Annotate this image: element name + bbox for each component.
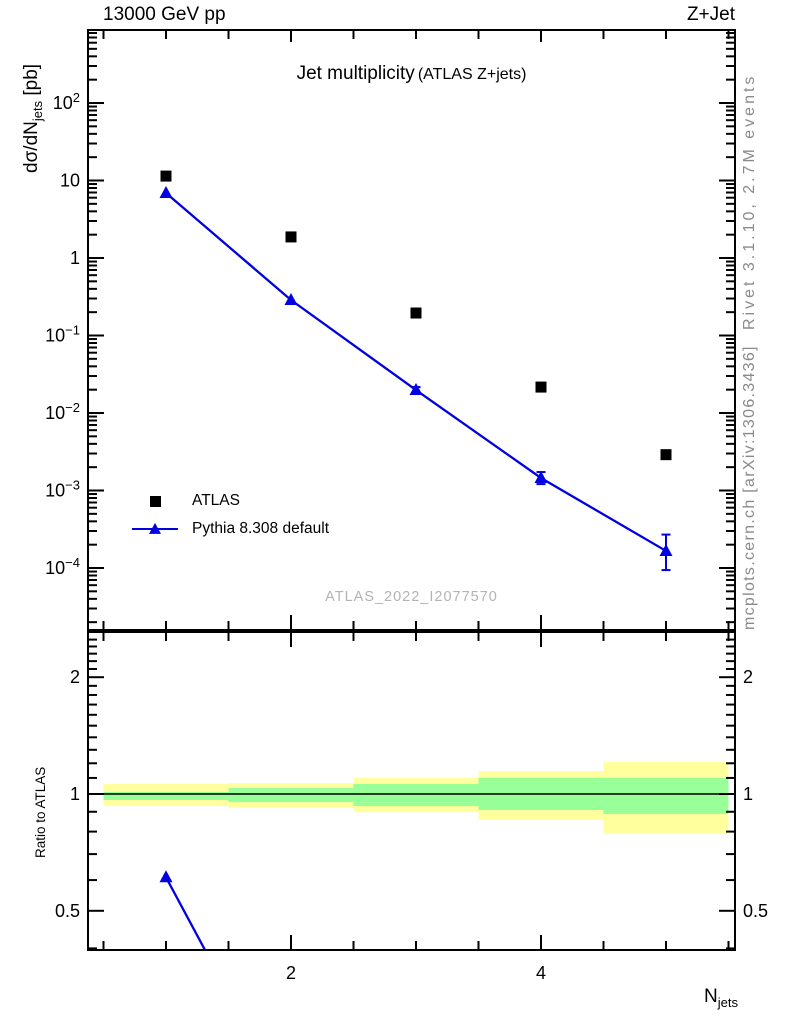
process-label: Z+Jet (686, 4, 735, 25)
pythia-point (534, 470, 548, 483)
y-tick-label: 10 (60, 171, 80, 191)
ratio-tick-label-left: 1 (70, 784, 80, 804)
pythia-point (659, 543, 673, 556)
y-tick-label: 10−3 (45, 478, 80, 501)
legend: ATLAS Pythia 8.308 default (131, 487, 329, 543)
y-tick-label: 10−1 (45, 323, 80, 346)
atlas-point (410, 307, 422, 319)
ratio-tick-label-left: 0.5 (55, 901, 80, 921)
ratio-tick-label-right: 2 (743, 667, 753, 687)
atlas-point (285, 231, 297, 243)
rivet-version-credit: Rivet 3.1.10, 2.7M events (741, 73, 758, 330)
plot-title-main: Jet multiplicity (296, 63, 415, 84)
x-tick-label: 4 (536, 963, 546, 983)
legend-item-atlas: ATLAS (131, 487, 329, 515)
ratio-pythia-point (159, 870, 173, 883)
ratio-tick-label-right: 0.5 (743, 901, 768, 921)
legend-item-pythia: Pythia 8.308 default (131, 515, 329, 543)
plot-title-detail: (ATLAS Z+jets) (417, 66, 527, 83)
y-axis-label: dσ/dNjets [pb] (21, 64, 45, 173)
mcplots-credit: mcplots.cern.ch [arXiv:1306.3436] (741, 345, 758, 630)
green-band (103, 791, 229, 801)
analysis-id-watermark: ATLAS_2022_I2077570 (325, 589, 498, 605)
atlas-point (160, 170, 172, 182)
pythia-point (284, 293, 298, 306)
atlas-series (160, 170, 672, 461)
legend-label-atlas: ATLAS (192, 492, 240, 509)
x-axis-label-base: N (704, 986, 718, 1007)
pythia-point (159, 185, 173, 198)
y-axis-label-base: dσ/dN (21, 121, 42, 173)
axis-ticks (89, 31, 734, 950)
y-tick-label: 10−2 (45, 400, 80, 423)
green-band (353, 784, 479, 807)
y-tick-label: 102 (53, 90, 80, 113)
ratio-uncertainty-bands (103, 761, 729, 834)
beam-energy-label: 13000 GeV pp (103, 4, 226, 25)
plot-title: Jet multiplicity (ATLAS Z+jets) (88, 63, 735, 85)
green-band (228, 788, 354, 803)
atlas-square-icon (131, 487, 179, 515)
green-band (603, 777, 729, 815)
y-axis-label-sub: jets (29, 100, 45, 122)
x-tick-label: 2 (286, 963, 296, 983)
y-tick-label: 10−4 (45, 555, 80, 578)
pythia-triangle-line-icon (131, 515, 179, 543)
atlas-point (660, 449, 672, 461)
ratio-tick-label-left: 2 (70, 667, 80, 687)
x-axis-label: Njets (704, 986, 738, 1010)
ratio-tick-label-right: 1 (743, 784, 753, 804)
atlas-point (535, 381, 547, 393)
main-panel-frame (87, 29, 736, 631)
x-axis-label-sub: jets (717, 994, 738, 1010)
legend-label-pythia: Pythia 8.308 default (192, 520, 330, 537)
pythia-point (409, 383, 423, 396)
y-axis-label-unit: [pb] (21, 63, 42, 101)
pythia-series (159, 185, 673, 572)
y-tick-label: 1 (70, 248, 80, 268)
ratio-panel-frame (87, 631, 736, 951)
ratio-pythia-curve (159, 870, 207, 950)
ratio-axis-label: Ratio to ATLAS (33, 766, 48, 858)
